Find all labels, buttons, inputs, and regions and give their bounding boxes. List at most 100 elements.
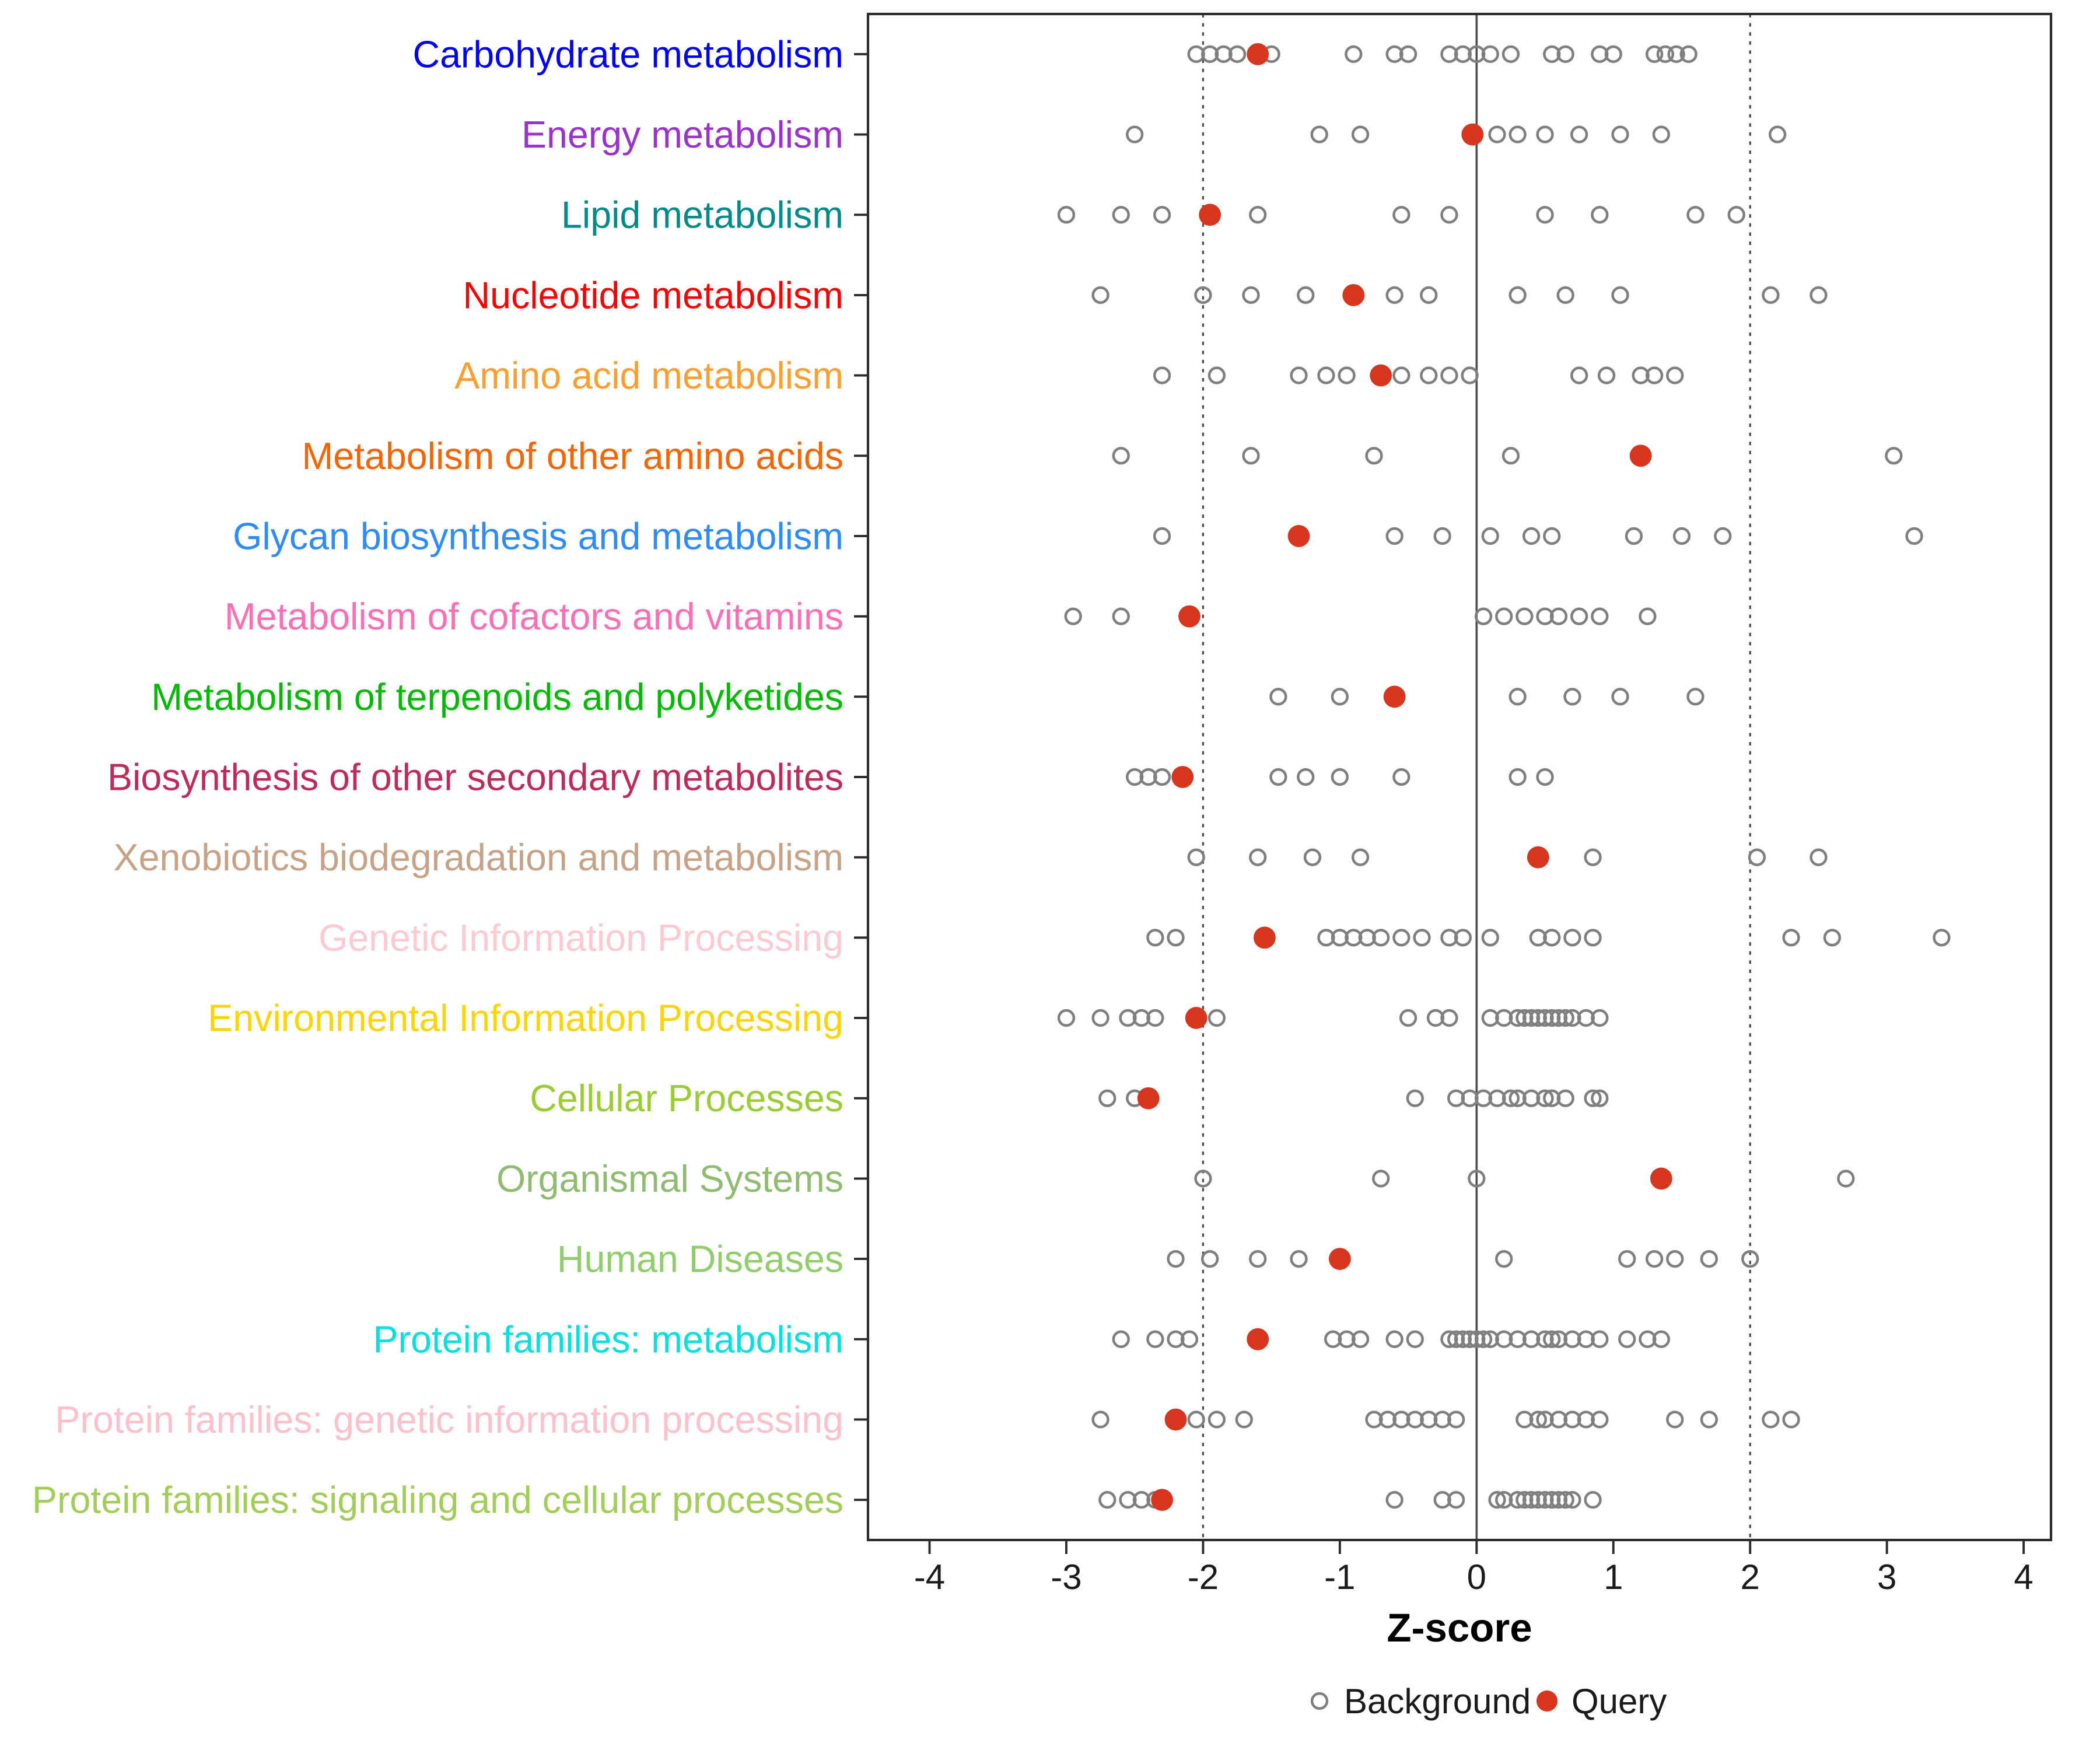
category-label: Protein families: genetic information pr… (55, 1399, 844, 1441)
background-point (1543, 1089, 1561, 1107)
background-point (1905, 527, 1923, 545)
background-point (1119, 1491, 1137, 1509)
background-point (1187, 1410, 1205, 1429)
panel-background (868, 14, 2051, 1540)
background-point (1543, 45, 1561, 63)
background-point (1167, 1330, 1185, 1348)
background-point (1591, 1009, 1609, 1027)
background-point (1112, 447, 1130, 465)
background-point (1563, 929, 1581, 947)
query-point (1137, 1087, 1160, 1110)
background-point (1577, 1410, 1595, 1429)
background-point (1666, 1250, 1684, 1268)
query-point (1164, 1408, 1187, 1431)
background-point (1543, 1009, 1561, 1027)
background-point (1440, 206, 1458, 224)
background-point (1495, 1009, 1513, 1027)
background-point (1468, 45, 1486, 63)
category-label: Carbohydrate metabolism (412, 33, 844, 75)
category-label: Genetic Information Processing (318, 917, 844, 959)
background-point (1153, 527, 1171, 545)
background-point (1563, 688, 1581, 706)
background-point (1461, 366, 1479, 384)
query-point (1199, 204, 1222, 226)
x-tick-label: -2 (1188, 1558, 1219, 1597)
background-point (1372, 1170, 1390, 1188)
background-point (1508, 125, 1527, 144)
background-point (1741, 1250, 1759, 1268)
background-point (1433, 527, 1451, 545)
background-point (1474, 1330, 1493, 1348)
query-point (1151, 1489, 1173, 1511)
background-point (1214, 45, 1233, 63)
background-point (1508, 1491, 1527, 1509)
background-point (1057, 1009, 1076, 1027)
category-label: Protein families: signaling and cellular… (32, 1479, 844, 1521)
background-point (1091, 286, 1110, 304)
background-point (1440, 366, 1458, 384)
x-tick-label: -1 (1324, 1558, 1355, 1597)
background-point (1474, 607, 1493, 625)
background-point (1146, 1330, 1164, 1348)
background-point (1351, 1330, 1370, 1348)
background-point (1242, 447, 1260, 465)
background-point (1468, 1170, 1486, 1188)
background-point (1228, 45, 1247, 63)
background-point (1529, 1491, 1547, 1509)
background-point (1508, 768, 1527, 786)
legend-background-label: Background (1344, 1682, 1531, 1721)
background-point (1303, 848, 1322, 866)
query-point (1342, 284, 1365, 306)
background-point (1495, 607, 1513, 625)
background-point (1454, 45, 1472, 63)
background-point (1536, 1089, 1554, 1107)
background-point (1091, 1009, 1110, 1027)
background-point (1420, 286, 1438, 304)
background-point (1461, 1089, 1479, 1107)
background-point (1310, 125, 1328, 144)
background-point (1372, 929, 1390, 947)
background-point (1249, 848, 1267, 866)
background-point (1508, 688, 1527, 706)
background-point (1529, 1410, 1547, 1429)
background-point (1495, 1330, 1513, 1348)
category-label: Energy metabolism (522, 114, 844, 156)
background-point (1522, 1330, 1541, 1348)
background-point (1727, 206, 1745, 224)
background-point (1810, 848, 1828, 866)
background-point (1529, 1009, 1547, 1027)
background-point (1345, 929, 1363, 947)
background-point (1597, 366, 1616, 384)
background-point (1139, 768, 1157, 786)
background-point (1488, 1491, 1506, 1509)
background-point (1666, 366, 1684, 384)
background-point (1345, 45, 1363, 63)
background-point (1591, 1330, 1609, 1348)
background-point (1447, 1491, 1465, 1509)
background-point (1536, 1330, 1554, 1348)
query-point (1178, 605, 1200, 628)
category-label: Environmental Information Processing (208, 998, 844, 1040)
background-point (1666, 1410, 1684, 1429)
background-point (1406, 1410, 1424, 1429)
background-point (1474, 1089, 1493, 1107)
background-point (1543, 929, 1561, 947)
background-point (1522, 1089, 1541, 1107)
background-point (1667, 45, 1685, 63)
background-point (1167, 1250, 1185, 1268)
background-point (1331, 929, 1349, 947)
background-point (1522, 1491, 1541, 1509)
background-point (1098, 1089, 1116, 1107)
background-point (1488, 1089, 1506, 1107)
category-label: Metabolism of terpenoids and polyketides (151, 676, 844, 718)
legend: Background Query (1310, 1682, 1667, 1721)
background-point (1208, 1009, 1226, 1027)
background-point (1406, 1330, 1424, 1348)
category-label: Metabolism of other amino acids (302, 435, 844, 477)
background-point (1331, 768, 1349, 786)
background-point (1317, 366, 1335, 384)
background-point (1378, 1410, 1397, 1429)
category-label: Cellular Processes (530, 1077, 844, 1119)
background-point (1153, 768, 1171, 786)
